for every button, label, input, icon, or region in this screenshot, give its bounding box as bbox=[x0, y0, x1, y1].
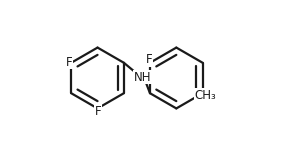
Text: CH₃: CH₃ bbox=[195, 89, 216, 102]
Text: F: F bbox=[66, 56, 73, 68]
Text: NH: NH bbox=[133, 71, 151, 84]
Text: F: F bbox=[146, 54, 153, 66]
Text: F: F bbox=[95, 105, 102, 118]
